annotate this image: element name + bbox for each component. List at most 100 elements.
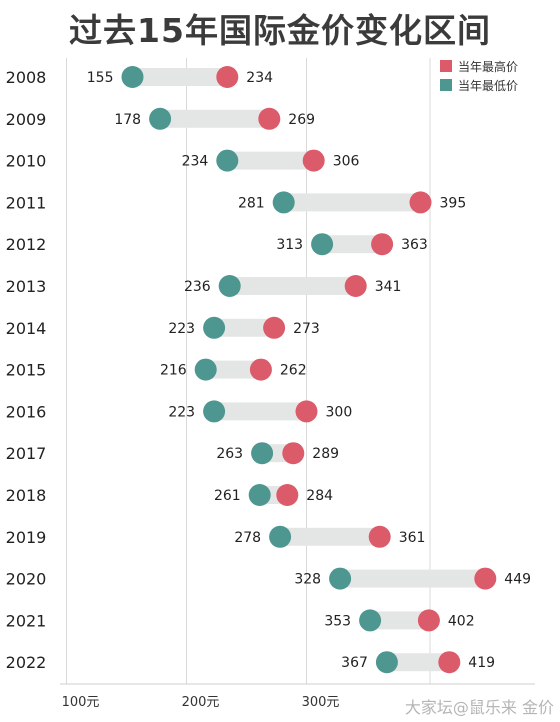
year-label: 2016 xyxy=(6,402,47,421)
low-value-label: 261 xyxy=(214,488,241,504)
low-point xyxy=(272,191,295,214)
low-point xyxy=(194,358,217,381)
row-2009: 2009 178 269 xyxy=(6,107,315,130)
range-bar xyxy=(322,235,383,254)
year-label: 2008 xyxy=(6,68,47,87)
high-point xyxy=(368,525,391,548)
row-2013: 2013 236 341 xyxy=(6,275,402,297)
high-point xyxy=(371,233,394,256)
low-value-label: 328 xyxy=(294,572,321,588)
high-value-label: 289 xyxy=(312,446,339,462)
high-value-label: 269 xyxy=(288,112,315,128)
high-value-label: 395 xyxy=(440,195,467,211)
x-tick-label: 100元 xyxy=(62,695,100,710)
row-2020: 2020 328 449 xyxy=(6,567,531,590)
high-value-label: 234 xyxy=(246,70,273,86)
year-label: 2019 xyxy=(6,528,47,547)
row-2011: 2011 281 395 xyxy=(6,191,467,214)
range-bar xyxy=(214,318,275,337)
year-label: 2018 xyxy=(6,486,47,505)
low-value-label: 216 xyxy=(160,363,187,379)
row-2018: 2018 261 284 xyxy=(6,484,333,506)
low-point xyxy=(359,609,382,632)
year-label: 2009 xyxy=(6,110,47,129)
high-point xyxy=(438,651,461,674)
row-2016: 2016 223 300 xyxy=(6,400,353,423)
high-value-label: 361 xyxy=(399,530,426,546)
low-point xyxy=(203,400,226,423)
low-point xyxy=(329,567,352,590)
x-tick-label: 300元 xyxy=(302,695,340,710)
high-point xyxy=(474,567,497,590)
low-point xyxy=(311,233,334,256)
range-bar xyxy=(340,569,486,588)
row-2015: 2015 216 262 xyxy=(6,358,307,381)
high-point xyxy=(282,442,305,465)
legend-swatch-high xyxy=(440,60,452,72)
high-value-label: 300 xyxy=(326,404,353,420)
range-bar xyxy=(132,68,228,86)
high-point xyxy=(263,316,286,339)
high-point xyxy=(302,149,325,172)
row-2008: 2008 155 234 xyxy=(6,66,273,88)
range-bar xyxy=(386,653,450,672)
high-point xyxy=(249,358,272,381)
low-value-label: 367 xyxy=(341,655,368,671)
low-value-label: 263 xyxy=(216,446,243,462)
year-label: 2014 xyxy=(6,319,47,338)
row-2021: 2021 353 402 xyxy=(6,609,475,632)
year-label: 2020 xyxy=(6,570,47,589)
low-value-label: 234 xyxy=(182,154,209,170)
range-bar xyxy=(227,151,314,170)
range-bar xyxy=(370,611,429,630)
row-2010: 2010 234 306 xyxy=(6,149,360,172)
row-2014: 2014 223 273 xyxy=(6,316,320,339)
rows-layer: 2008 155 234 2009 178 269 2010 234 306 2011 281 395… xyxy=(6,66,531,674)
high-value-label: 306 xyxy=(333,154,360,170)
high-point xyxy=(344,275,367,297)
year-label: 2021 xyxy=(6,611,47,630)
high-value-label: 284 xyxy=(306,488,333,504)
row-2019: 2019 278 361 xyxy=(6,525,426,548)
legend-label-high: 当年最高价 xyxy=(458,59,518,74)
low-value-label: 313 xyxy=(276,237,303,253)
high-point xyxy=(417,609,440,632)
legend-swatch-low xyxy=(440,79,452,91)
row-2012: 2012 313 363 xyxy=(6,233,428,256)
low-value-label: 236 xyxy=(184,279,211,295)
high-value-label: 402 xyxy=(448,613,475,629)
low-point xyxy=(248,484,271,506)
range-bar xyxy=(214,402,307,421)
low-value-label: 223 xyxy=(168,321,195,337)
low-point xyxy=(121,66,144,88)
row-2017: 2017 263 289 xyxy=(6,442,339,465)
high-value-label: 419 xyxy=(468,655,495,671)
high-point xyxy=(295,400,318,423)
low-value-label: 155 xyxy=(87,70,114,86)
low-value-label: 223 xyxy=(168,404,195,420)
low-point xyxy=(216,149,239,172)
high-value-label: 341 xyxy=(375,279,402,295)
year-label: 2022 xyxy=(6,653,47,672)
year-label: 2010 xyxy=(6,152,47,171)
high-point xyxy=(276,484,299,506)
low-value-label: 281 xyxy=(238,195,265,211)
watermark-text: 大家坛@鼠乐来 金价 xyxy=(404,698,554,717)
year-label: 2013 xyxy=(6,277,47,296)
low-value-label: 278 xyxy=(234,530,261,546)
high-point xyxy=(258,107,281,130)
year-label: 2012 xyxy=(6,235,47,254)
legend-label-low: 当年最低价 xyxy=(458,79,518,93)
row-2022: 2022 367 419 xyxy=(6,651,495,674)
range-bar xyxy=(229,277,356,295)
range-bar xyxy=(280,527,380,546)
low-point xyxy=(269,525,292,548)
low-point xyxy=(149,107,172,130)
high-point xyxy=(216,66,239,88)
year-label: 2017 xyxy=(6,444,47,463)
high-value-label: 363 xyxy=(401,237,428,253)
range-bar xyxy=(205,360,261,379)
x-axis: 100元 200元 300元 xyxy=(60,683,535,710)
